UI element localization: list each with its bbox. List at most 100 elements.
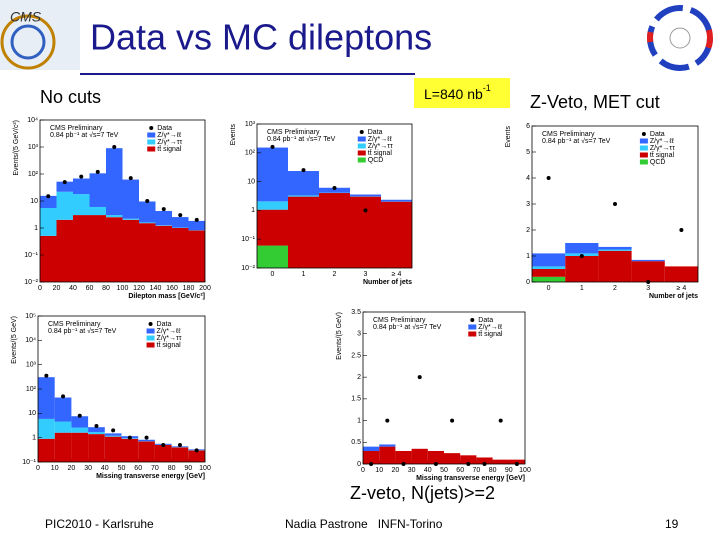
legend-marker bbox=[149, 126, 153, 130]
legend-marker bbox=[642, 132, 646, 136]
bar-segment bbox=[139, 222, 156, 223]
y-tick-label: 10³ bbox=[245, 121, 256, 128]
bar-segment bbox=[665, 266, 698, 282]
x-tick-label: 60 bbox=[456, 467, 464, 474]
bar-segment bbox=[38, 439, 55, 462]
data-point bbox=[271, 145, 275, 149]
y-tick-label: 5 bbox=[526, 149, 530, 156]
bar-segment bbox=[565, 256, 598, 282]
bar-segment bbox=[189, 221, 206, 230]
legend-label: Z/γ*→ℓℓ bbox=[478, 324, 503, 331]
legend-swatch bbox=[358, 137, 366, 142]
y-tick-label: 2.5 bbox=[351, 352, 361, 359]
x-tick-label: 60 bbox=[134, 465, 142, 472]
x-tick-label: 120 bbox=[133, 285, 145, 292]
data-point bbox=[145, 436, 149, 440]
legend-swatch bbox=[640, 153, 648, 158]
data-point bbox=[580, 254, 584, 258]
footer-center: Nadia Pastrone INFN-Torino bbox=[285, 517, 443, 531]
legend-swatch bbox=[147, 133, 155, 138]
x-tick-label: 40 bbox=[101, 465, 109, 472]
y-tick-label: 10 bbox=[30, 198, 38, 205]
bar-segment bbox=[105, 437, 122, 462]
bar-segment bbox=[38, 377, 55, 419]
y-tick-label: 4 bbox=[526, 175, 530, 182]
footer-left: PIC2010 - Karlsruhe bbox=[45, 517, 154, 531]
x-tick-label: 70 bbox=[151, 465, 159, 472]
x-axis-label: Dilepton mass [GeV/c²] bbox=[128, 293, 205, 300]
legend-label: Data bbox=[368, 129, 383, 136]
x-tick-label: 1 bbox=[580, 285, 584, 292]
legend-swatch bbox=[640, 139, 648, 144]
y-tick-label: 2 bbox=[526, 227, 530, 234]
bar-segment bbox=[123, 219, 140, 220]
y-tick-label: 10⁻¹ bbox=[241, 236, 255, 243]
bar-segment bbox=[381, 200, 412, 202]
bar-segment bbox=[139, 223, 156, 282]
x-tick-label: ≥ 4 bbox=[677, 285, 687, 292]
data-point bbox=[195, 448, 199, 452]
y-tick-label: 10⁻¹ bbox=[24, 252, 38, 259]
data-point bbox=[78, 414, 82, 418]
y-tick-label: 1 bbox=[526, 253, 530, 260]
legend-label: Z/γ*→ττ bbox=[157, 335, 182, 342]
chart-title: CMS Preliminary bbox=[267, 129, 320, 136]
legend-label: Z/γ*→ℓℓ bbox=[368, 136, 393, 143]
bar-segment bbox=[106, 215, 123, 217]
y-tick-label: 1 bbox=[251, 207, 255, 214]
y-tick-label: 6 bbox=[526, 123, 530, 130]
y-tick-label: 10³ bbox=[26, 362, 37, 369]
chart-title: CMS Preliminary bbox=[48, 321, 101, 328]
y-tick-label: 1 bbox=[32, 435, 36, 442]
bar-segment bbox=[379, 444, 395, 446]
bar-segment bbox=[123, 180, 140, 219]
legend-marker bbox=[360, 130, 364, 134]
legend-swatch bbox=[640, 146, 648, 151]
legend-label: Z/γ*→ℓℓ bbox=[650, 138, 675, 145]
bar-segment bbox=[90, 215, 107, 282]
legend-marker bbox=[470, 318, 474, 322]
bar-segment bbox=[598, 250, 631, 251]
data-point bbox=[94, 424, 98, 428]
data-point bbox=[547, 176, 551, 180]
label-zveto-met: Z-Veto, MET cut bbox=[530, 92, 660, 112]
legend-label: Z/γ*→ττ bbox=[650, 145, 675, 152]
bar-segment bbox=[139, 201, 156, 222]
x-tick-label: 30 bbox=[84, 465, 92, 472]
bar-segment bbox=[319, 193, 350, 268]
legend-label: tt̄ signal bbox=[157, 145, 182, 153]
y-axis-label: Events bbox=[230, 124, 237, 146]
bar-segment bbox=[105, 436, 122, 437]
legend-swatch bbox=[147, 140, 155, 145]
bar-segment bbox=[88, 432, 105, 434]
x-tick-label: 100 bbox=[519, 467, 531, 474]
bar-segment bbox=[40, 236, 57, 282]
y-tick-label: 1.5 bbox=[351, 396, 361, 403]
y-tick-label: 0 bbox=[526, 279, 530, 286]
bar-segment bbox=[90, 173, 107, 207]
bar-segment bbox=[532, 266, 565, 269]
data-point bbox=[364, 208, 368, 212]
bar-segment bbox=[71, 428, 88, 433]
x-tick-label: 3 bbox=[646, 285, 650, 292]
bar-segment bbox=[156, 226, 173, 282]
chart-subtitle: 0.84 pb⁻¹ at √s=7 TeV bbox=[50, 131, 119, 139]
x-tick-label: 0 bbox=[361, 467, 365, 474]
bar-segment bbox=[172, 217, 189, 227]
bar-segment bbox=[138, 441, 155, 462]
y-tick-label: 10⁴ bbox=[27, 117, 38, 124]
y-tick-label: 10 bbox=[247, 178, 255, 185]
bar-segment bbox=[105, 433, 122, 435]
data-point bbox=[161, 443, 165, 447]
legend-label: Z/γ*→ττ bbox=[368, 143, 393, 150]
x-tick-label: 80 bbox=[102, 285, 110, 292]
legend-label: tt̄ signal bbox=[368, 149, 393, 157]
bar-segment bbox=[57, 192, 74, 220]
bar-segment bbox=[90, 207, 107, 215]
x-tick-label: 40 bbox=[69, 285, 77, 292]
x-tick-label: 100 bbox=[199, 465, 211, 472]
bar-segment bbox=[73, 194, 90, 215]
bar-segment bbox=[73, 179, 90, 195]
bar-segment bbox=[257, 246, 288, 268]
